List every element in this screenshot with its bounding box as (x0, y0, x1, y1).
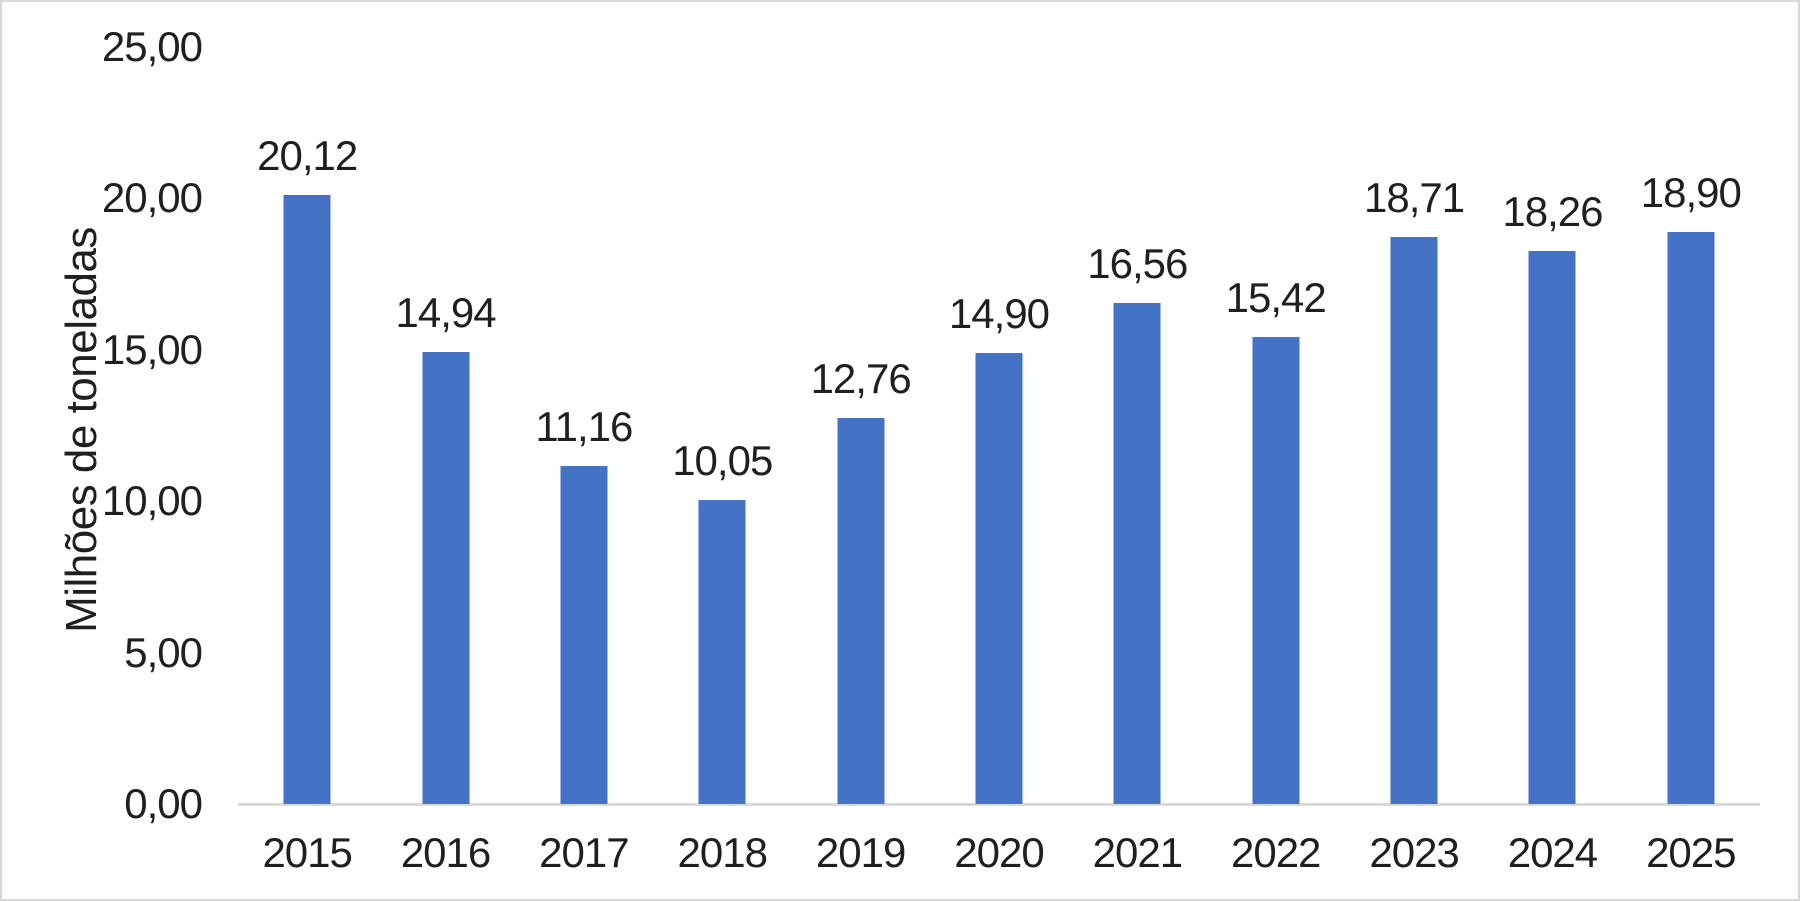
bar (1252, 337, 1300, 804)
category-slot: 16,56 (1068, 47, 1206, 804)
y-axis-tick-label: 5,00 (124, 628, 203, 676)
x-axis-label: 2016 (400, 829, 491, 876)
bar-value-label: 18,71 (1364, 174, 1465, 222)
bar-value-label: 20,12 (257, 131, 358, 179)
x-axis-label: 2022 (1230, 829, 1321, 876)
category-slot: 14,94 (376, 47, 514, 804)
bar (698, 499, 746, 804)
bar (1390, 237, 1438, 804)
bar-value-label: 10,05 (672, 436, 773, 484)
y-axis-tick-labels: 0,00 5,00 10,00 15,00 20,00 25,00 (2, 26, 203, 825)
bar-value-label: 18,90 (1640, 168, 1742, 216)
bar-value-label: 15,42 (1225, 274, 1327, 322)
y-axis-tick-label: 20,00 (101, 174, 203, 222)
category-slot: 12,76 (791, 47, 929, 804)
bar-value-label: 14,94 (395, 288, 496, 336)
y-axis-tick-label: 15,00 (101, 325, 203, 373)
x-axis-label: 2021 (1092, 829, 1183, 876)
bar (1667, 231, 1715, 804)
category-slot: 15,42 (1207, 47, 1345, 804)
x-axis-label: 2015 (262, 829, 352, 876)
x-axis-label: 2018 (677, 829, 768, 876)
x-axis-labels: 2015 2016 2017 2018 2019 2020 2021 2022 2023 2024… (238, 832, 1760, 880)
bar (422, 351, 470, 804)
bar (1528, 251, 1576, 804)
bar-value-label: 14,90 (948, 289, 1050, 337)
category-slot: 18,26 (1483, 47, 1621, 804)
x-axis-line (238, 803, 1760, 806)
category-slot: 18,90 (1622, 47, 1760, 804)
x-axis-label: 2019 (815, 829, 906, 876)
y-axis-tick-label: 10,00 (101, 477, 203, 525)
y-axis-tick-label: 0,00 (124, 780, 203, 827)
x-axis-label: 2025 (1646, 829, 1736, 876)
category-slot: 11,16 (515, 47, 653, 804)
bar-value-label: 16,56 (1087, 239, 1188, 287)
bar (837, 417, 885, 804)
bar (560, 466, 608, 804)
x-axis-label: 2024 (1507, 829, 1598, 876)
bar (283, 194, 331, 804)
bar-value-label: 12,76 (810, 354, 912, 402)
bar (1113, 302, 1161, 804)
category-slot: 18,71 (1345, 47, 1483, 804)
bar-value-label: 11,16 (535, 403, 633, 451)
x-axis-label: 2017 (539, 829, 629, 876)
category-slot: 14,90 (930, 47, 1068, 804)
category-slot: 10,05 (653, 47, 791, 804)
category-slot: 20,12 (238, 47, 376, 804)
y-axis-tick-label: 25,00 (101, 23, 203, 70)
x-axis-label: 2020 (954, 829, 1044, 876)
bar-value-label: 18,26 (1502, 188, 1603, 236)
plot-area: 20,12 14,94 11,16 10,05 12,76 14,90 16,56 15,42… (238, 47, 1760, 806)
bar (975, 352, 1023, 804)
x-axis-label: 2023 (1369, 829, 1459, 876)
